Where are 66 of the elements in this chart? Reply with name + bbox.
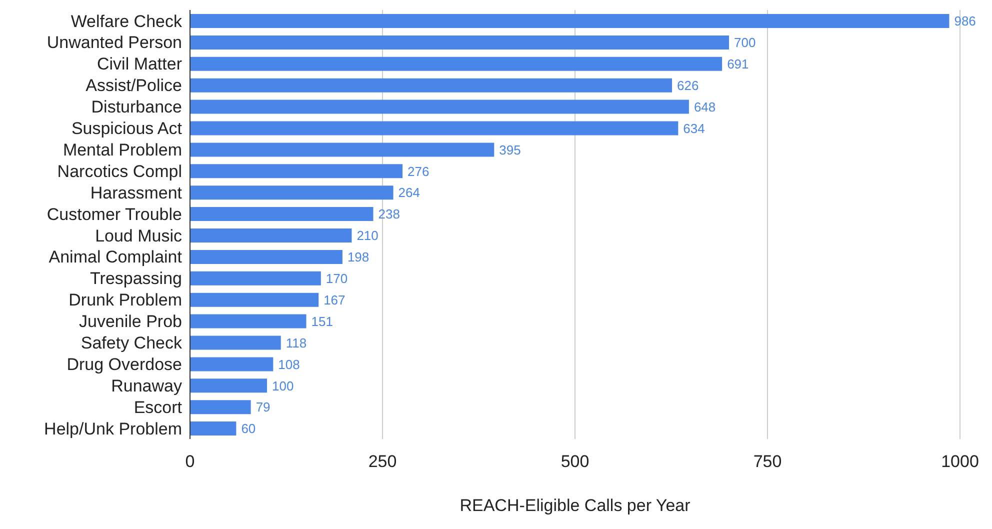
data-label: 691 [727,56,749,72]
data-label: 264 [398,185,420,200]
data-label: 198 [347,250,370,265]
x-axis-title: REACH-Eligible Calls per Year [460,496,691,515]
bar [190,142,494,157]
bar [190,78,672,92]
bar [190,357,274,372]
y-tick-label: Harassment [90,183,182,202]
bar [190,250,342,264]
x-tick-label: 750 [753,452,782,472]
y-tick-label: Disturbance [91,98,182,117]
data-label: 170 [326,271,348,286]
y-tick-label: Loud Music [95,226,182,246]
bar [190,121,678,136]
data-label: 100 [272,378,294,394]
y-tick-label: Unwanted Person [46,33,182,52]
data-label: 151 [311,314,333,329]
bar [190,35,729,50]
data-label: 118 [286,335,307,350]
data-label: 108 [278,356,300,372]
y-tick-label: Narcotics Compl [57,162,182,181]
data-label: 60 [241,421,256,436]
x-tick-label: 0 [185,452,195,472]
y-tick-label: Mental Problem [62,140,182,160]
bar [190,186,394,200]
y-tick-label: Help/Unk Problem [44,419,182,438]
bar [190,271,321,286]
y-tick-label: Safety Check [80,334,182,353]
y-tick-label: Runaway [111,376,182,396]
data-label: 648 [694,99,716,114]
bar [190,400,251,414]
bar [190,164,403,178]
x-tick-label: 250 [368,452,397,472]
data-label: 79 [256,400,270,415]
bar [190,207,374,222]
bar [190,14,950,28]
y-tick-label: Assist/Police [86,76,182,96]
data-label: 276 [408,164,430,179]
bar [190,314,306,328]
data-label: 210 [356,228,378,244]
y-tick-label: Juvenile Prob [78,312,182,332]
data-label: 167 [324,292,346,308]
y-tick-label: Suspicious Act [71,119,182,138]
x-tick-label: 500 [560,452,590,472]
bar [190,56,722,71]
data-label: 634 [683,120,705,136]
y-tick-label: Drunk Problem [68,290,182,310]
data-label: 700 [734,35,756,50]
y-tick-label: Drug Overdose [66,354,182,374]
y-tick-label: Trespassing [90,269,182,288]
y-tick-label: Animal Complaint [48,248,182,267]
y-tick-label: Customer Trouble [46,204,182,224]
y-tick-label: Escort [134,398,182,417]
data-label: 395 [499,142,521,158]
bar [190,228,352,242]
bar [190,100,689,114]
bar [190,292,319,307]
bar [190,378,267,393]
y-tick-label: Welfare Check [70,12,182,31]
data-label: 986 [954,14,976,29]
bar [190,336,281,350]
data-label: 626 [677,78,699,93]
bar [190,422,236,436]
x-tick-label: 1000 [941,452,979,472]
y-tick-label: Civil Matter [96,54,182,74]
data-label: 238 [378,206,400,222]
